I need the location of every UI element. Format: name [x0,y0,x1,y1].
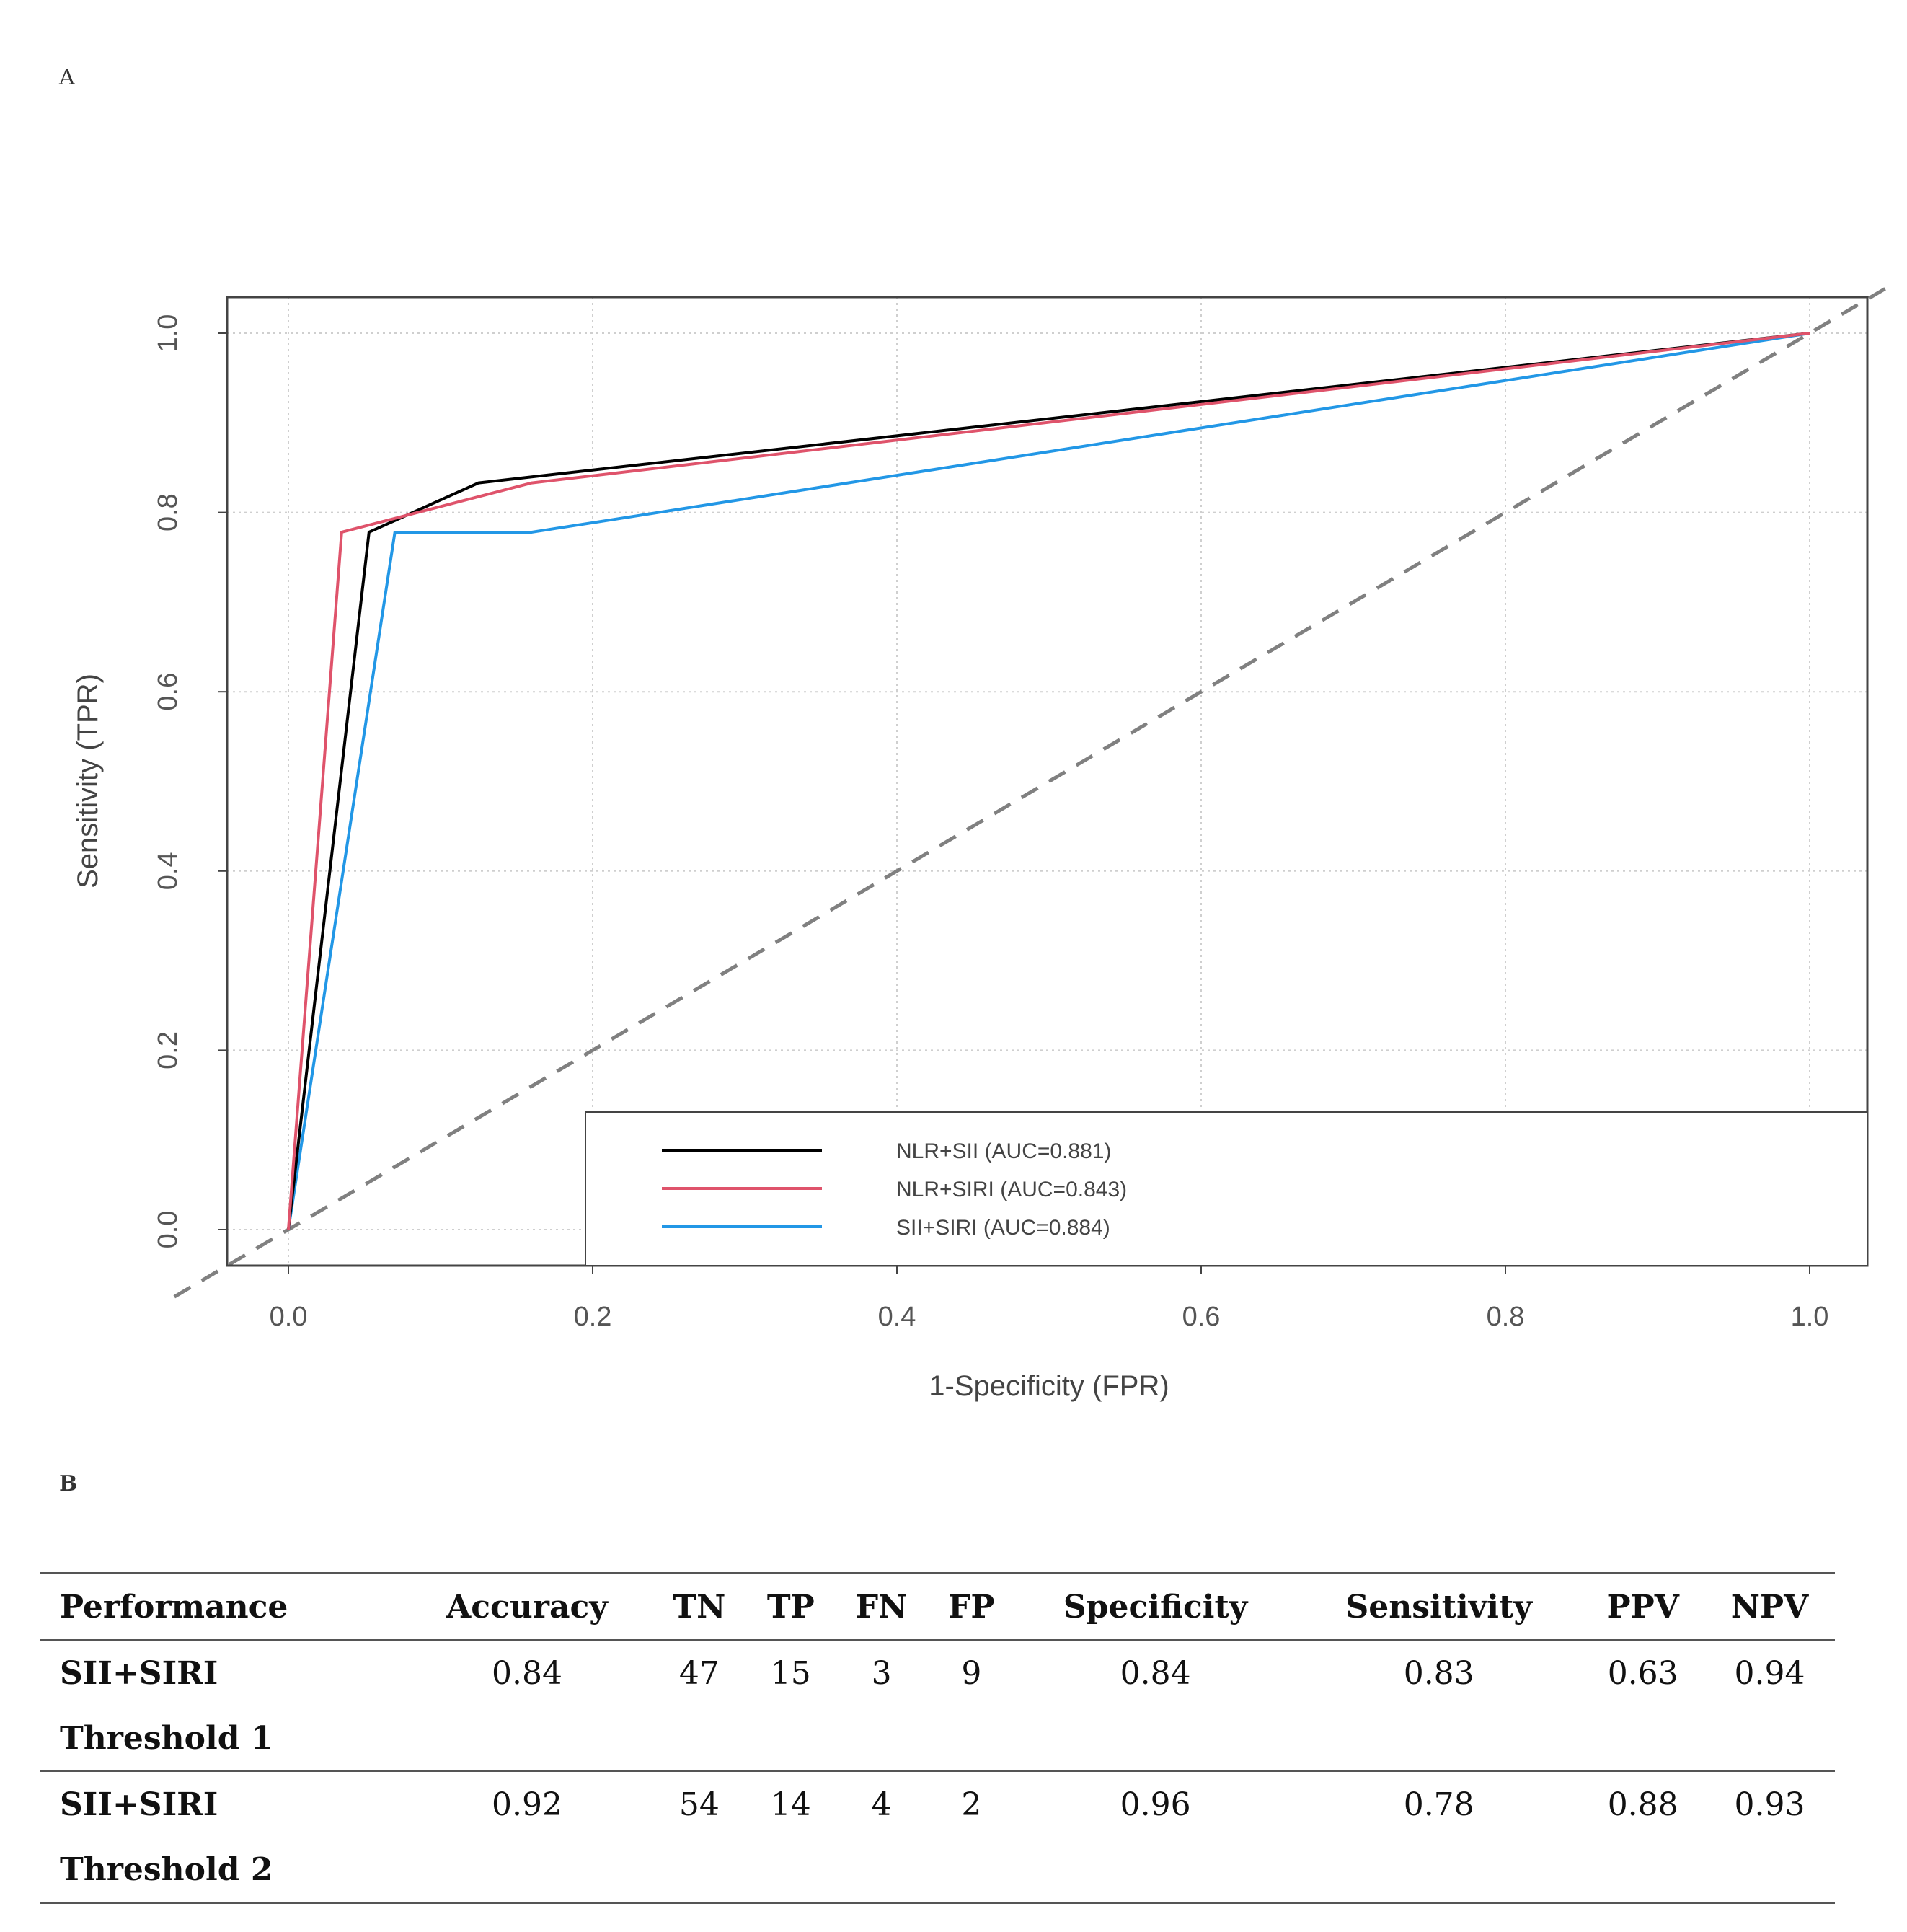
y-tick-label: 0.2 [153,1031,183,1069]
cell-accuracy: 0.92 [491,1786,562,1823]
y-axis-title: Sensitivity (TPR) [72,674,104,888]
series-line-3 [287,332,1810,1230]
y-tick-label: 0.6 [153,673,183,711]
cell-fp: 9 [961,1654,982,1692]
y-tick-label: 0.8 [153,493,183,531]
header-specificity: Specificity [1014,1572,1297,1641]
x-axis: 0.0 0.2 0.4 0.6 0.8 1.0 [270,1266,1829,1332]
y-tick-label: 0.4 [153,852,183,890]
x-tick-label: 0.0 [270,1302,308,1332]
header-fn: FN [834,1572,929,1641]
performance-table: Performance Accuracy TN TP FN FP Specifi… [40,1572,1835,1904]
panel-label-a: A [59,65,75,90]
cell-accuracy: 0.84 [491,1654,562,1692]
header-ppv: PPV [1581,1572,1705,1641]
cell-specificity: 0.84 [1120,1654,1191,1692]
header-performance: Performance [40,1572,402,1641]
cell-fp: 2 [961,1786,982,1823]
x-tick-label: 1.0 [1791,1302,1829,1332]
legend-label-1: NLR+SII (AUC=0.881) [896,1139,1111,1163]
header-accuracy: Accuracy [402,1572,652,1641]
table-row: SII+SIRI 0.84 47 15 3 9 0.84 0.83 0.63 0… [40,1640,1835,1706]
header-fp: FP [928,1572,1015,1641]
row-label-threshold: Threshold 1 [40,1706,402,1772]
cell-tn: 47 [678,1654,720,1692]
roc-chart: 0.0 0.2 0.4 0.6 0.8 1.0 0.0 0.2 0.4 0.6 0.8 1.0 1-… [72,282,1895,1402]
legend-label-2: NLR+SIRI (AUC=0.843) [896,1178,1127,1201]
panel-label-b: B [59,1471,78,1496]
row-label: SII+SIRI [60,1786,218,1823]
x-axis-title: 1-Specificity (FPR) [929,1370,1169,1402]
cell-sensitivity: 0.83 [1403,1654,1474,1692]
header-npv: NPV [1704,1572,1835,1641]
cell-specificity: 0.96 [1120,1786,1191,1823]
table-row: SII+SIRI 0.92 54 14 4 2 0.96 0.78 0.88 0… [40,1771,1835,1837]
cell-tn: 54 [678,1786,720,1823]
legend: NLR+SII (AUC=0.881) NLR+SIRI (AUC=0.843) S… [585,1111,1868,1266]
row-label: SII+SIRI [60,1654,218,1692]
cell-fn: 4 [871,1786,892,1823]
cell-tp: 14 [770,1786,811,1823]
cell-npv: 0.93 [1734,1786,1805,1823]
x-tick-label: 0.8 [1487,1302,1525,1332]
header-tn: TN [651,1572,747,1641]
table-row-continuation: Threshold 2 [40,1837,1835,1904]
cell-sensitivity: 0.78 [1403,1786,1474,1823]
cell-npv: 0.94 [1734,1654,1805,1692]
reference-diagonal [173,282,1895,1299]
x-tick-label: 0.4 [878,1302,916,1332]
cell-ppv: 0.63 [1607,1654,1678,1692]
series-line-2 [287,332,1810,1230]
table-row-continuation: Threshold 1 [40,1706,1835,1772]
cell-fn: 3 [871,1654,892,1692]
x-tick-label: 0.2 [574,1302,612,1332]
header-tp: TP [746,1572,835,1641]
cell-ppv: 0.88 [1607,1786,1678,1823]
table-header-row: Performance Accuracy TN TP FN FP Specifi… [40,1572,1835,1641]
y-tick-label: 1.0 [153,314,183,353]
row-label-threshold: Threshold 2 [40,1837,402,1904]
y-axis: 0.0 0.2 0.4 0.6 0.8 1.0 [153,314,227,1249]
header-sensitivity: Sensitivity [1296,1572,1582,1641]
y-tick-label: 0.0 [153,1211,183,1249]
legend-label-3: SII+SIRI (AUC=0.884) [896,1216,1110,1240]
x-tick-label: 0.6 [1182,1302,1221,1332]
series-group [287,332,1810,1230]
cell-tp: 15 [770,1654,811,1692]
series-line-1 [287,332,1810,1230]
